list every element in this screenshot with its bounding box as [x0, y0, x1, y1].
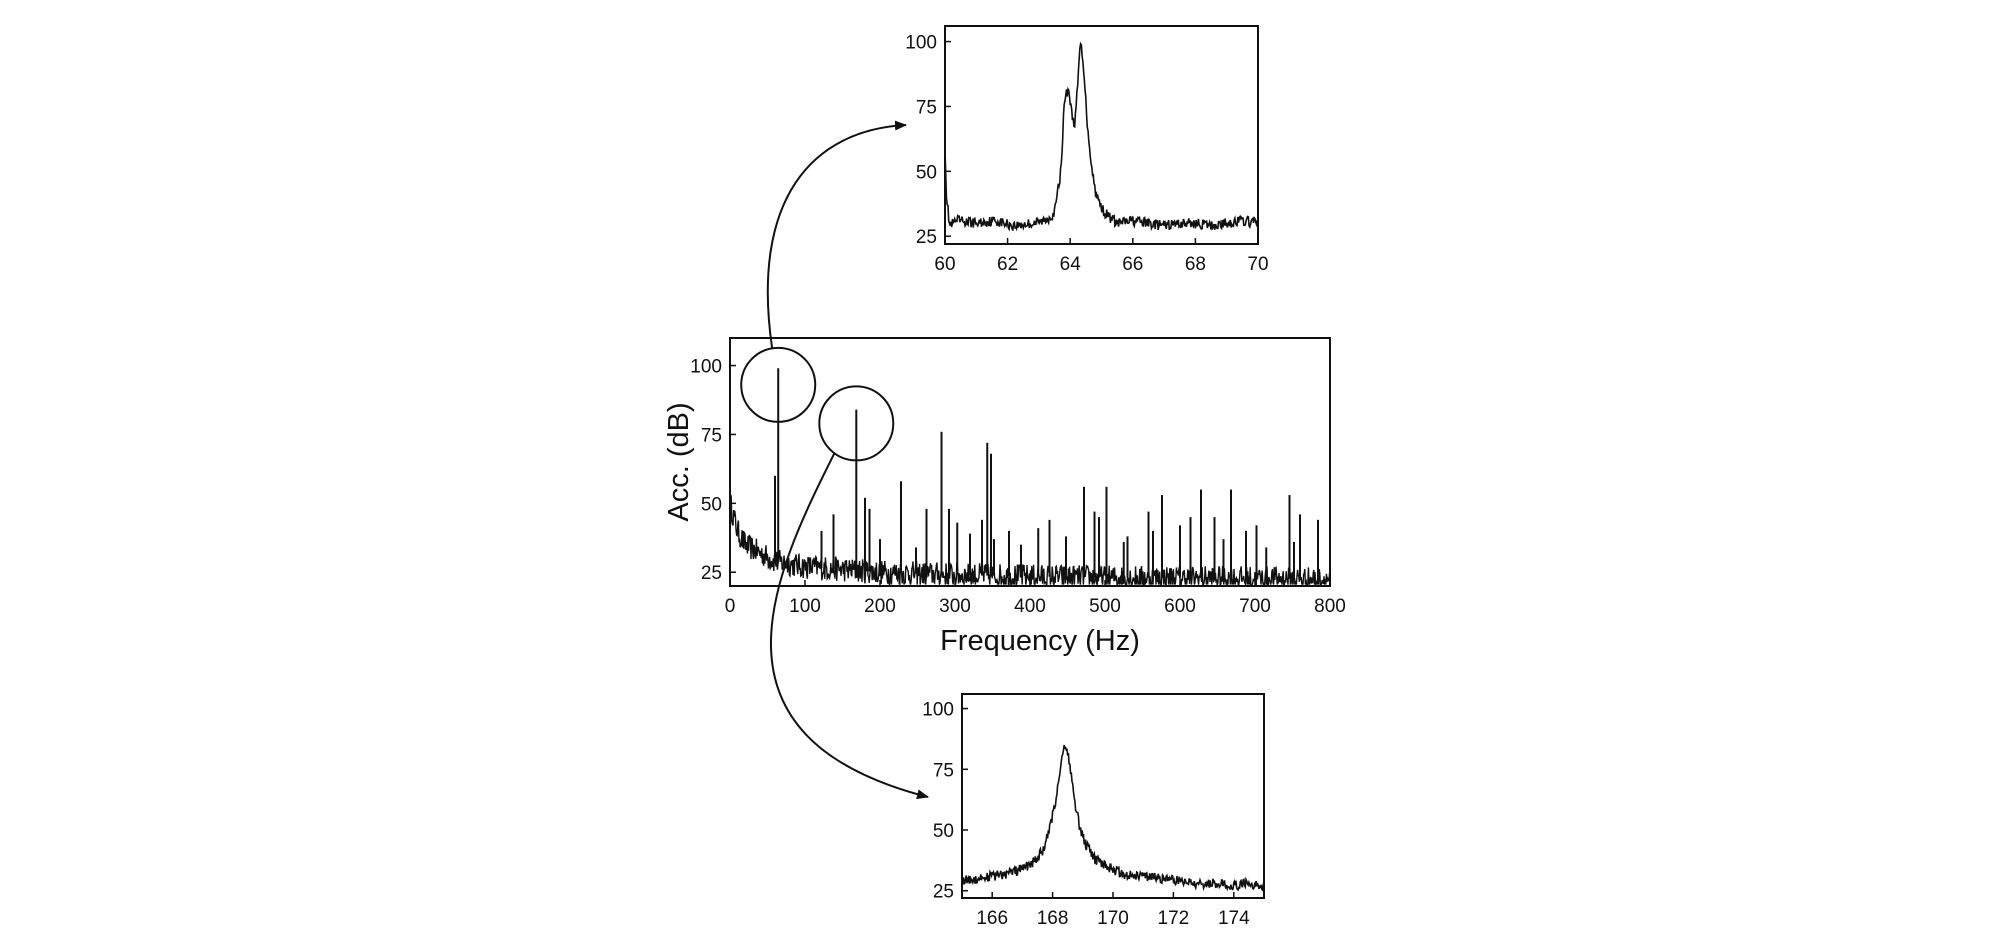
arrow-to-bottom-inset	[770, 452, 929, 800]
top-inset-x-tick-label: 66	[1122, 254, 1143, 275]
main-x-tick-label: 600	[1164, 596, 1196, 617]
bottom-inset-x-tick-label: 170	[1097, 908, 1129, 929]
highlight-circle-168hz	[818, 385, 895, 462]
main-y-tick-label: 25	[701, 563, 722, 584]
main-y-tick-label: 75	[701, 425, 722, 446]
main-plot-frame	[729, 337, 1331, 587]
bottom-inset-chart: 166 168 170 172 174 25 50 75 100	[922, 693, 1265, 929]
main-x-axis-title: Frequency (Hz)	[940, 625, 1140, 657]
top-inset-x-tick-label: 64	[1060, 254, 1082, 275]
bottom-inset-spectrum-line	[961, 744, 1265, 892]
main-x-tick-label: 0	[725, 596, 736, 617]
main-chart-annotations	[740, 120, 929, 800]
top-inset-y-tick-label: 75	[916, 97, 937, 118]
top-inset-marks	[944, 41, 1259, 232]
main-chart-marks	[729, 368, 1331, 588]
top-inset-x-tick-label: 70	[1247, 254, 1268, 275]
main-x-tick-label: 500	[1089, 596, 1121, 617]
top-inset-spectrum-line	[944, 41, 1259, 232]
bottom-inset-y-tick-label: 75	[933, 760, 954, 781]
top-inset-frame	[944, 25, 1259, 245]
top-inset-ticks: 60 62 64 66 68 70 25 50 75 100	[905, 33, 1268, 275]
arrow-to-top-inset	[766, 120, 907, 349]
bottom-inset-y-tick-label: 50	[933, 821, 954, 842]
main-y-tick-label: 100	[690, 357, 722, 378]
main-x-tick-label: 200	[864, 596, 896, 617]
top-inset-y-tick-label: 100	[905, 33, 937, 54]
top-inset-y-tick-label: 50	[916, 162, 937, 183]
top-inset-x-tick-label: 62	[997, 254, 1018, 275]
bottom-inset-ticks: 166 168 170 172 174 25 50 75 100	[922, 700, 1250, 929]
top-inset-chart: 60 62 64 66 68 70 25 50 75 100	[905, 25, 1269, 275]
main-x-tick-label: 100	[789, 596, 821, 617]
top-inset-x-tick-label: 68	[1185, 254, 1206, 275]
bottom-inset-x-tick-label: 168	[1037, 908, 1069, 929]
highlight-circle-64hz	[740, 346, 817, 423]
main-chart: 0 100 200 300 400 500 600 700 800 25 50 75 100 Frequ…	[663, 120, 1346, 800]
bottom-inset-x-tick-label: 172	[1158, 908, 1190, 929]
bottom-inset-x-tick-label: 174	[1218, 908, 1250, 929]
bottom-inset-y-tick-label: 100	[922, 700, 954, 721]
main-x-tick-label: 800	[1314, 596, 1346, 617]
bottom-inset-y-tick-label: 25	[933, 882, 954, 903]
main-x-tick-label: 400	[1014, 596, 1046, 617]
main-x-tick-label: 300	[939, 596, 971, 617]
top-inset-x-tick-label: 60	[934, 254, 955, 275]
main-noise-floor-line	[729, 494, 1331, 588]
main-y-tick-label: 50	[701, 494, 722, 515]
bottom-inset-marks	[961, 744, 1265, 892]
main-x-tick-label: 700	[1239, 596, 1271, 617]
top-inset-y-tick-label: 25	[916, 227, 937, 248]
main-chart-ticks: 0 100 200 300 400 500 600 700 800 25 50 75 100	[690, 357, 1346, 617]
main-y-axis-title: Acc. (dB)	[663, 402, 695, 521]
bottom-inset-x-tick-label: 166	[976, 908, 1008, 929]
